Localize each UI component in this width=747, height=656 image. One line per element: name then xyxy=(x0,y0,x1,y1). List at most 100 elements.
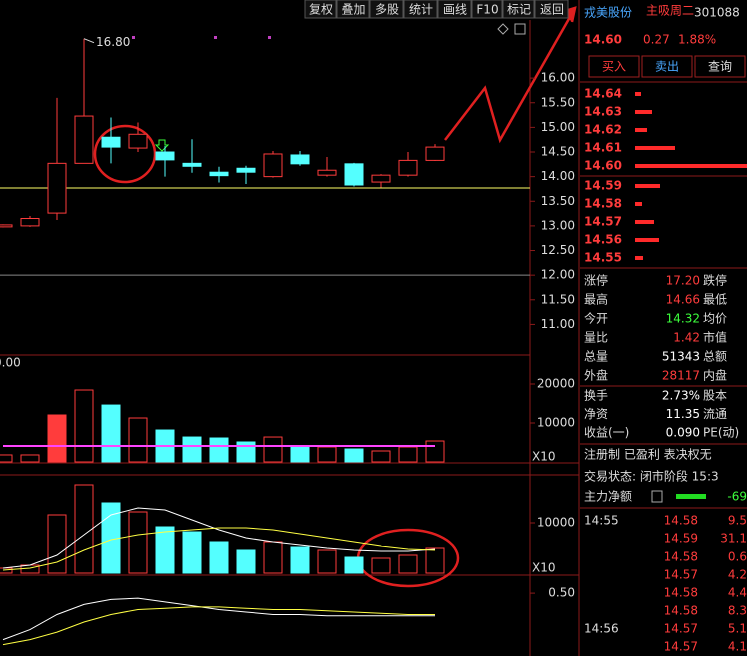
book-size-bar xyxy=(635,238,659,242)
volume-bar xyxy=(0,567,13,574)
volume-bar xyxy=(263,436,283,463)
book-size-bar xyxy=(635,146,675,150)
book-price: 14.61 xyxy=(584,141,622,155)
stat-value: 0.090 xyxy=(666,426,700,440)
trade-time: 14:56 xyxy=(584,622,619,636)
trade-price: 14.57 xyxy=(664,622,698,636)
trade-status: 交易状态: 闭市阶段 15:3 xyxy=(584,469,719,484)
book-price: 14.63 xyxy=(584,105,622,119)
toolbar-button[interactable] xyxy=(336,0,370,19)
y-tick-label: 15.00 xyxy=(541,120,575,134)
stock-code: 301088 xyxy=(694,6,740,20)
candle-body xyxy=(209,171,229,177)
markers xyxy=(132,36,271,39)
change: 0.27 xyxy=(643,33,670,47)
candle-body xyxy=(425,146,445,161)
volume-bar xyxy=(47,514,67,574)
stat-label: 市值 xyxy=(703,330,727,345)
volume-bar xyxy=(290,546,310,574)
stat-label: 流通 xyxy=(703,407,727,421)
trade-price: 14.58 xyxy=(664,514,698,528)
candle-body xyxy=(236,167,256,173)
candle-body xyxy=(101,136,121,148)
stat-label: 内盘 xyxy=(703,368,727,383)
candle-body xyxy=(74,115,94,164)
toolbar-label: F10 xyxy=(476,3,498,17)
trade-price: 14.57 xyxy=(664,640,698,654)
volume-bar xyxy=(128,417,148,463)
stat-label: 换手 xyxy=(584,389,608,403)
toolbar-button[interactable] xyxy=(534,0,569,19)
toolbar-button[interactable] xyxy=(437,0,472,19)
volume-bar xyxy=(209,541,229,574)
toolbar-label: 叠加 xyxy=(341,3,365,17)
stat-label: 均价 xyxy=(703,312,727,326)
moving-average xyxy=(2,527,436,571)
book-size-bar xyxy=(635,128,647,132)
y-tick-label: 11.00 xyxy=(541,317,575,331)
indicator-line xyxy=(2,606,435,646)
toolbar-button[interactable] xyxy=(502,0,535,19)
toolbar-label: 复权 xyxy=(309,3,333,17)
window-icons xyxy=(497,23,526,35)
annotation-label: 16.80 xyxy=(96,35,130,49)
volume-bar xyxy=(425,440,445,463)
book-size-bar xyxy=(635,202,642,206)
trade-price: 14.58 xyxy=(664,586,698,600)
volume-bar xyxy=(317,446,337,463)
trade-volume: 8.3 xyxy=(728,604,747,618)
stat-label: 总额 xyxy=(703,350,727,364)
volume-bar xyxy=(425,547,445,574)
stat-label: 净资 xyxy=(584,407,608,421)
volume-bar xyxy=(155,526,175,574)
trade-button[interactable] xyxy=(641,55,693,78)
toolbar-button[interactable] xyxy=(471,0,503,19)
book-price: 14.60 xyxy=(584,159,622,173)
stat-label: 涨停 xyxy=(584,273,608,288)
scale-label: X10 xyxy=(532,450,556,464)
candle-body xyxy=(317,169,337,176)
toolbar-button[interactable] xyxy=(369,0,404,19)
volume-bar xyxy=(74,389,94,463)
stat-label: 今开 xyxy=(584,311,608,326)
candle-body xyxy=(371,174,391,183)
candle-body xyxy=(182,162,202,167)
toolbar-label: 多股 xyxy=(375,3,399,17)
stat-value: 11.35 xyxy=(666,407,700,421)
y-tick-label: 12.00 xyxy=(541,268,575,282)
book-price: 14.55 xyxy=(584,251,622,265)
stat-value: 2.73% xyxy=(662,389,700,403)
volume-bar xyxy=(398,446,418,463)
trade-price: 14.58 xyxy=(664,604,698,618)
stat-value: 28117 xyxy=(662,369,700,383)
book-size-bar xyxy=(635,110,652,114)
flow-value: -69 xyxy=(727,490,747,504)
stock-tag: 主吸周二 xyxy=(646,4,694,18)
stat-label: 外盘 xyxy=(584,368,608,383)
volume-bar xyxy=(209,437,229,463)
volume-bar xyxy=(182,531,202,574)
trade-button[interactable] xyxy=(588,55,640,78)
volume-bar xyxy=(236,441,256,463)
stat-label: 跌停 xyxy=(703,273,727,288)
volume-bar xyxy=(263,541,283,574)
stat-value: 1.42 xyxy=(673,331,700,345)
volume-bar xyxy=(101,404,121,463)
stat-label: 量比 xyxy=(584,331,608,345)
volume-bar xyxy=(236,549,256,574)
y-tick-label: 12.50 xyxy=(541,243,575,257)
volume-bar xyxy=(47,414,67,463)
volume-bar xyxy=(128,511,148,574)
candle-body xyxy=(128,133,148,149)
y-tick-label: 11.50 xyxy=(541,292,575,306)
toolbar-button[interactable] xyxy=(403,0,438,19)
toolbar-button[interactable] xyxy=(304,0,337,19)
flow-bar xyxy=(676,494,706,499)
volume-bar xyxy=(74,484,94,574)
candle-body xyxy=(398,159,418,176)
stat-value: 51343 xyxy=(662,350,700,364)
trade-button[interactable] xyxy=(694,55,746,78)
trade-volume: 0.6 xyxy=(728,550,747,564)
